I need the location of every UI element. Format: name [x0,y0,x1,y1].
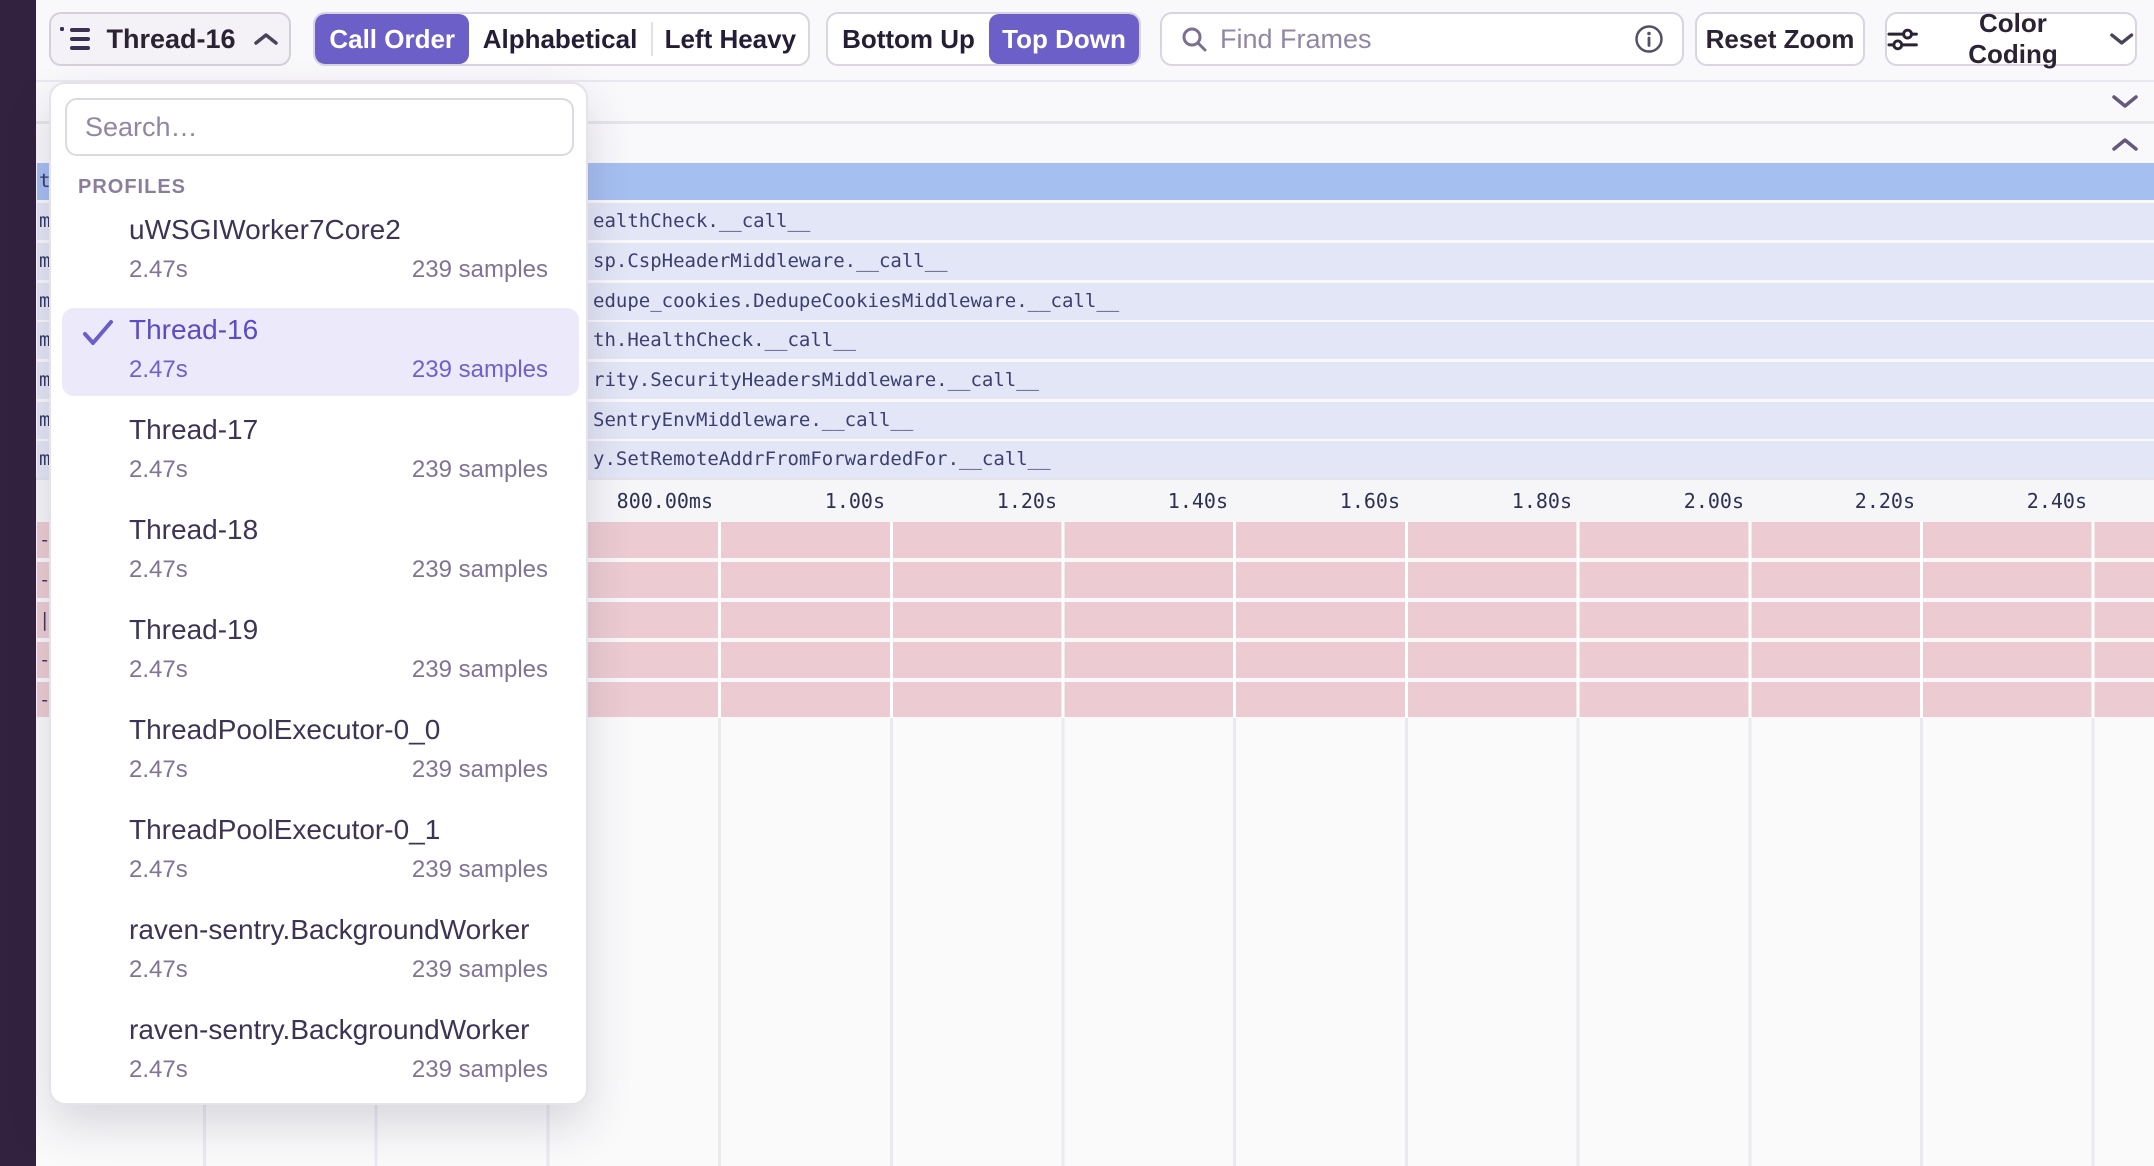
profile-samples: 239 samples [411,556,548,583]
thread-selector-label: Thread-16 [106,23,236,54]
profile-option[interactable]: ThreadPoolExecutor-0_1 2.47s 239 samples [51,808,590,900]
profile-samples: 239 samples [411,656,548,683]
segment-left-heavy[interactable]: Left Heavy [653,14,808,64]
frame-text-fragment: m [39,290,51,312]
axis-tick: 800.00ms [616,489,713,513]
profile-samples: 239 samples [411,256,548,283]
segment-call-order[interactable]: Call Order [315,14,470,64]
profile-option[interactable]: Thread-17 2.47s 239 samples [51,408,590,500]
frame-label: y.SetRemoteAddrFromForwardedFor.__call__ [593,448,1051,470]
profile-option-selected[interactable]: Thread-16 2.47s 239 samples [51,308,590,400]
find-frames-input-wrap [1160,12,1684,66]
search-icon [1182,27,1207,52]
segment-bottom-up[interactable]: Bottom Up [828,14,989,64]
info-icon[interactable] [1634,24,1664,54]
profile-name: ThreadPoolExecutor-0_0 [129,714,441,745]
profile-duration: 2.47s [129,856,188,883]
sort-order-segmented-control: Call Order Alphabetical Left Heavy [313,12,810,66]
segment-divider [650,22,653,56]
axis-tick: 2.00s [1683,489,1744,513]
profile-duration: 2.47s [129,456,188,483]
profile-duration: 2.47s [129,556,188,583]
profile-name: Thread-19 [129,614,259,645]
axis-tick: 1.40s [1167,489,1228,513]
profile-duration: 2.47s [129,256,188,283]
content-top-border [36,80,2154,82]
chevron-up-icon [253,33,278,45]
left-sidebar [0,0,36,1166]
option-highlight [62,308,579,396]
profile-duration: 2.47s [129,756,188,783]
profile-name: Thread-16 [129,314,259,345]
chevron-up-icon[interactable] [2110,135,2140,153]
toolbar: Thread-16 Call Order Alphabetical Left H… [0,0,2154,80]
frame-text-fragment: m [39,448,51,470]
chevron-down-icon [2109,33,2133,45]
panel-divider [36,121,2154,124]
frame-text-fragment: t [39,170,51,192]
frame-label: SentryEnvMiddleware.__call__ [593,409,914,431]
check-icon [83,320,113,345]
profile-option[interactable]: Thread-19 2.47s 239 samples [51,608,590,700]
profile-samples: 239 samples [411,356,548,383]
list-icon [60,27,91,51]
sliders-icon [1887,28,1918,51]
frame-text-fragment: m [39,329,51,351]
frame-text-fragment: m [39,250,51,272]
profiles-section-label: PROFILES [78,176,187,198]
profile-option[interactable]: uWSGIWorker7Core2 2.47s 239 samples [51,208,590,300]
profile-name: ThreadPoolExecutor-0_1 [129,814,441,845]
chevron-down-icon[interactable] [2110,93,2140,111]
profile-duration: 2.47s [129,356,188,383]
profile-duration: 2.47s [129,1056,188,1083]
profile-samples: 239 samples [411,856,548,883]
axis-tick: 2.20s [1854,489,1915,513]
color-coding-label: Color Coding [1968,8,2058,69]
frame-text-fragment: m [39,210,51,232]
thread-dropdown-panel: PROFILES uWSGIWorker7Core2 2.47s 239 samp… [49,82,588,1105]
profile-option[interactable]: ThreadPoolExecutor-0_0 2.47s 239 samples [51,708,590,800]
frame-label: edupe_cookies.DedupeCookiesMiddleware.__… [593,290,1120,312]
dropdown-search-input[interactable] [65,98,574,156]
segment-top-down[interactable]: Top Down [989,14,1139,64]
axis-tick: 1.80s [1511,489,1572,513]
frame-label: rity.SecurityHeadersMiddleware.__call__ [593,369,1040,391]
profile-samples: 239 samples [411,1056,548,1083]
color-coding-button[interactable]: Color Coding [1885,8,2137,69]
axis-tick: 1.60s [1339,489,1400,513]
direction-segmented-control: Bottom Up Top Down [826,12,1141,66]
profile-option[interactable]: raven-sentry.BackgroundWorker 2.47s 239 s… [51,1008,590,1100]
frame-label: ealthCheck.__call__ [593,210,811,232]
frame-text-fragment: m [39,409,51,431]
profile-option[interactable]: Thread-18 2.47s 239 samples [51,508,590,600]
axis-tick: 1.00s [824,489,885,513]
thread-selector-button[interactable]: Thread-16 [49,12,291,66]
segment-alphabetical[interactable]: Alphabetical [469,14,650,64]
frame-label: th.HealthCheck.__call__ [593,329,857,351]
profile-samples: 239 samples [411,456,548,483]
profile-samples: 239 samples [411,756,548,783]
find-frames-input[interactable] [1220,23,1622,55]
profile-name: Thread-18 [129,514,259,545]
reset-zoom-button[interactable]: Reset Zoom [1695,12,1865,66]
axis-tick: 2.40s [2026,489,2087,513]
profile-duration: 2.47s [129,956,188,983]
profile-duration: 2.47s [129,656,188,683]
profile-name: raven-sentry.BackgroundWorker [129,914,530,945]
profile-option[interactable]: raven-sentry.BackgroundWorker 2.47s 239 s… [51,908,590,1000]
profile-name: Thread-17 [129,414,259,445]
profile-name: raven-sentry.BackgroundWorker [129,1014,530,1045]
axis-tick: 1.20s [996,489,1057,513]
profile-name: uWSGIWorker7Core2 [129,214,401,245]
frame-label: sp.CspHeaderMiddleware.__call__ [593,250,948,272]
profile-samples: 239 samples [411,956,548,983]
frame-text-fragment: m [39,369,51,391]
